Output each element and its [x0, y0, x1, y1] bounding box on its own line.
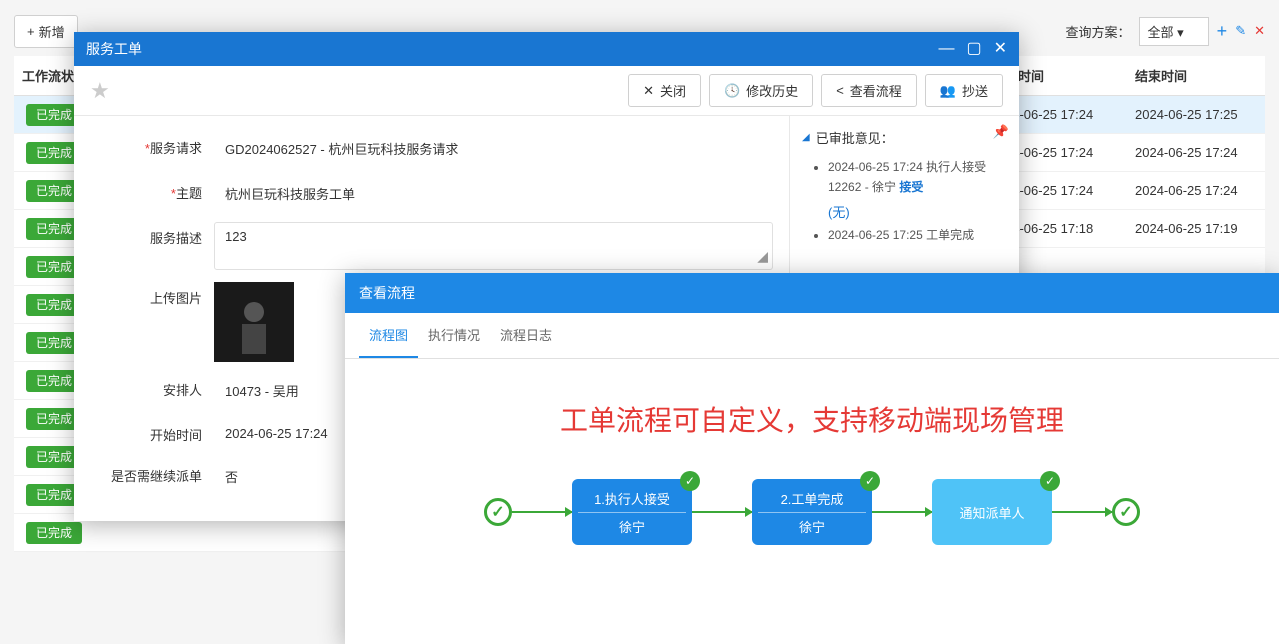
close-window-icon[interactable]: ✕ — [994, 41, 1007, 57]
edit-scheme-icon[interactable]: ✎ — [1235, 23, 1246, 39]
view-flow-modal: 查看流程 流程图 执行情况 流程日志 工单流程可自定义，支持移动端现场管理 ✓ … — [345, 273, 1279, 644]
end-time-cell: 2024-06-25 17:24 — [1135, 183, 1265, 198]
start-time-label: 开始时间 — [74, 419, 214, 444]
view-flow-button[interactable]: < 查看流程 — [821, 74, 917, 107]
end-time-cell: 2024-06-25 17:24 — [1135, 145, 1265, 160]
flow-arrow — [872, 511, 932, 513]
history-button[interactable]: 🕓 修改历史 — [709, 74, 813, 107]
collapse-arrow-icon[interactable]: ◢ — [802, 132, 810, 143]
add-button[interactable]: + 新增 — [14, 15, 78, 48]
flow-start-node: ✓ — [484, 498, 512, 526]
tab-execution[interactable]: 执行情况 — [418, 313, 490, 358]
modal1-titlebar[interactable]: 服务工单 — ▢ ✕ — [74, 32, 1019, 66]
modal2-title[interactable]: 查看流程 — [345, 273, 1279, 313]
add-scheme-icon[interactable]: + — [1217, 21, 1228, 42]
flow-step-2[interactable]: ✓ 2.工单完成 徐宁 — [752, 479, 872, 545]
favorite-star-icon[interactable]: ★ — [90, 78, 110, 104]
minimize-icon[interactable]: — — [938, 41, 954, 57]
close-button[interactable]: ✕ 关闭 — [628, 74, 701, 107]
start-time-cell: 24-06-25 17:24 — [1005, 183, 1135, 198]
flow-step-3[interactable]: ✓ 通知派单人 — [932, 479, 1052, 545]
start-time-cell: 24-06-25 17:24 — [1005, 107, 1135, 122]
end-time-cell: 2024-06-25 17:25 — [1135, 107, 1265, 122]
service-request-label: *服务请求 — [74, 132, 214, 157]
approval-none: (无) — [828, 205, 850, 220]
start-time-cell: 24-06-25 17:18 — [1005, 221, 1135, 236]
flow-diagram: ✓ ✓ 1.执行人接受 徐宁 ✓ 2.工单完成 徐宁 ✓ 通知派单人 ✓ — [365, 479, 1259, 545]
col-end: 结束时间 — [1135, 66, 1265, 85]
flow-step-1[interactable]: ✓ 1.执行人接受 徐宁 — [572, 479, 692, 545]
assignee-label: 安排人 — [74, 374, 214, 399]
upload-image-label: 上传图片 — [74, 282, 214, 307]
resize-handle-icon[interactable]: ◢ — [757, 248, 768, 265]
description-textarea[interactable]: 123 ◢ — [214, 222, 773, 270]
start-time-cell: 24-06-25 17:24 — [1005, 145, 1135, 160]
search-scheme-select[interactable]: 全部 ▾ — [1139, 17, 1209, 46]
service-request-value: GD2024062527 - 杭州巨玩科技服务请求 — [214, 132, 773, 165]
flow-end-node: ✓ — [1112, 498, 1140, 526]
flow-arrow — [1052, 511, 1112, 513]
approval-header: 已审批意见： — [816, 128, 894, 147]
delete-scheme-icon[interactable]: ✕ — [1254, 23, 1265, 39]
tab-flow-log[interactable]: 流程日志 — [490, 313, 562, 358]
uploaded-image[interactable] — [214, 282, 294, 362]
check-icon: ✓ — [1040, 471, 1060, 491]
copy-button[interactable]: 👥 抄送 — [925, 74, 1003, 107]
check-icon: ✓ — [680, 471, 700, 491]
flow-caption: 工单流程可自定义，支持移动端现场管理 — [365, 399, 1259, 439]
flow-arrow — [512, 511, 572, 513]
subject-value: 杭州巨玩科技服务工单 — [214, 177, 773, 210]
search-scheme-label: 查询方案： — [1066, 22, 1131, 41]
toolbar-right: 查询方案： 全部 ▾ + ✎ ✕ — [1066, 17, 1266, 46]
check-icon: ✓ — [860, 471, 880, 491]
pin-icon[interactable]: 📌 — [993, 124, 1009, 140]
modal1-action-row: ★ ✕ 关闭 🕓 修改历史 < 查看流程 👥 抄送 — [74, 66, 1019, 116]
modal1-title: 服务工单 — [86, 39, 142, 59]
status-badge: 已完成 — [26, 522, 82, 544]
col-start: 始时间 — [1005, 66, 1135, 85]
maximize-icon[interactable]: ▢ — [966, 41, 981, 57]
tab-flow-diagram[interactable]: 流程图 — [359, 313, 418, 358]
flow-arrow — [692, 511, 752, 513]
approval-item: 2024-06-25 17:25 工单完成 — [828, 225, 1007, 245]
end-time-cell: 2024-06-25 17:19 — [1135, 221, 1265, 236]
description-label: 服务描述 — [74, 222, 214, 247]
flow-tabs: 流程图 执行情况 流程日志 — [345, 313, 1279, 359]
continue-dispatch-label: 是否需继续派单 — [74, 460, 214, 485]
subject-label: *主题 — [74, 177, 214, 202]
approval-item: 2024-06-25 17:24 执行人接受 12262 - 徐宁 接受 — [828, 157, 1007, 198]
